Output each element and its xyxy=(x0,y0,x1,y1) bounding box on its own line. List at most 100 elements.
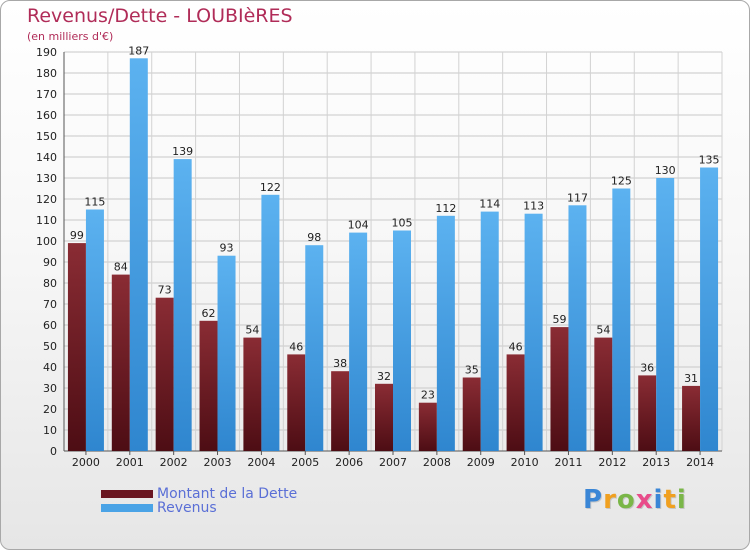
x-tick-label: 2006 xyxy=(335,456,363,469)
x-tick-label: 2013 xyxy=(642,456,670,469)
y-tick-label: 10 xyxy=(43,424,57,437)
y-tick-label: 140 xyxy=(36,151,57,164)
bar-revenus xyxy=(349,232,368,451)
bar-dette xyxy=(243,337,262,451)
y-tick-label: 50 xyxy=(43,340,57,353)
y-tick-label: 100 xyxy=(36,235,57,248)
y-tick-label: 40 xyxy=(43,361,57,374)
data-label: 139 xyxy=(172,145,193,158)
bar-dette xyxy=(111,274,130,451)
y-tick-label: 0 xyxy=(50,445,57,458)
data-label: 54 xyxy=(596,324,610,337)
x-tick-label: 2000 xyxy=(72,456,100,469)
x-tick-label: 2010 xyxy=(511,456,539,469)
data-label: 62 xyxy=(202,307,216,320)
x-tick-label: 2012 xyxy=(598,456,626,469)
y-tick-label: 120 xyxy=(36,193,57,206)
data-label: 104 xyxy=(348,219,369,232)
legend-swatch-dette xyxy=(101,490,153,498)
bar-dette xyxy=(550,327,569,451)
bar-revenus xyxy=(524,213,543,451)
legend-swatch-revenus xyxy=(101,504,153,512)
data-label: 59 xyxy=(552,313,566,326)
bar-dette xyxy=(506,354,525,451)
data-label: 114 xyxy=(479,198,500,211)
data-label: 38 xyxy=(333,357,347,370)
legend-label-revenus: Revenus xyxy=(157,500,217,516)
bar-revenus xyxy=(612,188,631,451)
proxiti-logo: Proxiti xyxy=(583,485,687,515)
data-label: 84 xyxy=(114,261,128,274)
bar-revenus xyxy=(305,245,324,451)
data-label: 35 xyxy=(465,364,479,377)
logo-letter: r xyxy=(603,485,617,515)
x-tick-label: 2005 xyxy=(291,456,319,469)
data-label: 122 xyxy=(260,181,281,194)
bars xyxy=(67,58,719,452)
data-label: 99 xyxy=(70,229,84,242)
x-tick-label: 2007 xyxy=(379,456,407,469)
data-label: 125 xyxy=(611,175,632,188)
data-label: 117 xyxy=(567,191,588,204)
bar-revenus xyxy=(85,209,104,451)
bar-revenus xyxy=(656,178,675,451)
bar-dette xyxy=(638,375,657,451)
logo-letter: P xyxy=(583,485,604,515)
x-tick-label: 2008 xyxy=(423,456,451,469)
y-tick-label: 80 xyxy=(43,277,57,290)
x-tick-label: 2004 xyxy=(247,456,275,469)
data-label: 93 xyxy=(220,242,234,255)
y-tick-label: 70 xyxy=(43,298,57,311)
bar-revenus xyxy=(173,159,192,451)
x-tick-label: 2002 xyxy=(160,456,188,469)
x-tick-label: 2009 xyxy=(467,456,495,469)
y-tick-label: 30 xyxy=(43,382,57,395)
bar-revenus xyxy=(436,215,455,451)
bar-revenus xyxy=(129,58,148,452)
chart-subtitle: (en milliers d'€) xyxy=(27,30,114,43)
data-label: 105 xyxy=(392,217,413,230)
bar-dette xyxy=(199,320,218,451)
x-tick-label: 2001 xyxy=(116,456,144,469)
data-label: 187 xyxy=(128,44,149,57)
data-label: 46 xyxy=(509,340,523,353)
data-label: 113 xyxy=(523,200,544,213)
bar-dette xyxy=(682,385,701,451)
bar-revenus xyxy=(217,255,236,451)
data-label: 23 xyxy=(421,389,435,402)
data-label: 115 xyxy=(84,196,105,209)
x-tick-label: 2003 xyxy=(204,456,232,469)
y-tick-label: 180 xyxy=(36,67,57,80)
data-label: 36 xyxy=(640,361,654,374)
bar-revenus xyxy=(480,211,499,451)
bar-dette xyxy=(287,354,306,451)
bar-revenus xyxy=(568,205,587,451)
bar-dette xyxy=(155,297,174,451)
chart-title: Revenus/Dette - LOUBIèRES xyxy=(27,5,293,27)
y-tick-label: 20 xyxy=(43,403,57,416)
y-tick-label: 130 xyxy=(36,172,57,185)
y-tick-label: 110 xyxy=(36,214,57,227)
y-tick-label: 150 xyxy=(36,130,57,143)
labels: 0 10 20 30 40 50 60 70 80 90 100 110 120 130 140 150 160… xyxy=(36,44,720,469)
logo-letter: x xyxy=(635,485,654,515)
data-label: 130 xyxy=(655,164,676,177)
data-label: 73 xyxy=(158,284,172,297)
data-label: 135 xyxy=(699,154,720,167)
data-label: 98 xyxy=(307,231,321,244)
x-tick-label: 2014 xyxy=(686,456,714,469)
logo-letter: i xyxy=(676,485,687,515)
data-label: 31 xyxy=(684,372,698,385)
data-label: 112 xyxy=(435,202,456,215)
data-label: 32 xyxy=(377,370,391,383)
y-tick-label: 170 xyxy=(36,88,57,101)
x-tick-label: 2011 xyxy=(554,456,582,469)
logo-letter: t xyxy=(663,485,677,515)
data-label: 46 xyxy=(289,340,303,353)
bar-revenus xyxy=(393,230,411,451)
bar-dette xyxy=(418,402,437,451)
bar-revenus xyxy=(700,167,719,451)
bar-dette xyxy=(331,371,350,451)
